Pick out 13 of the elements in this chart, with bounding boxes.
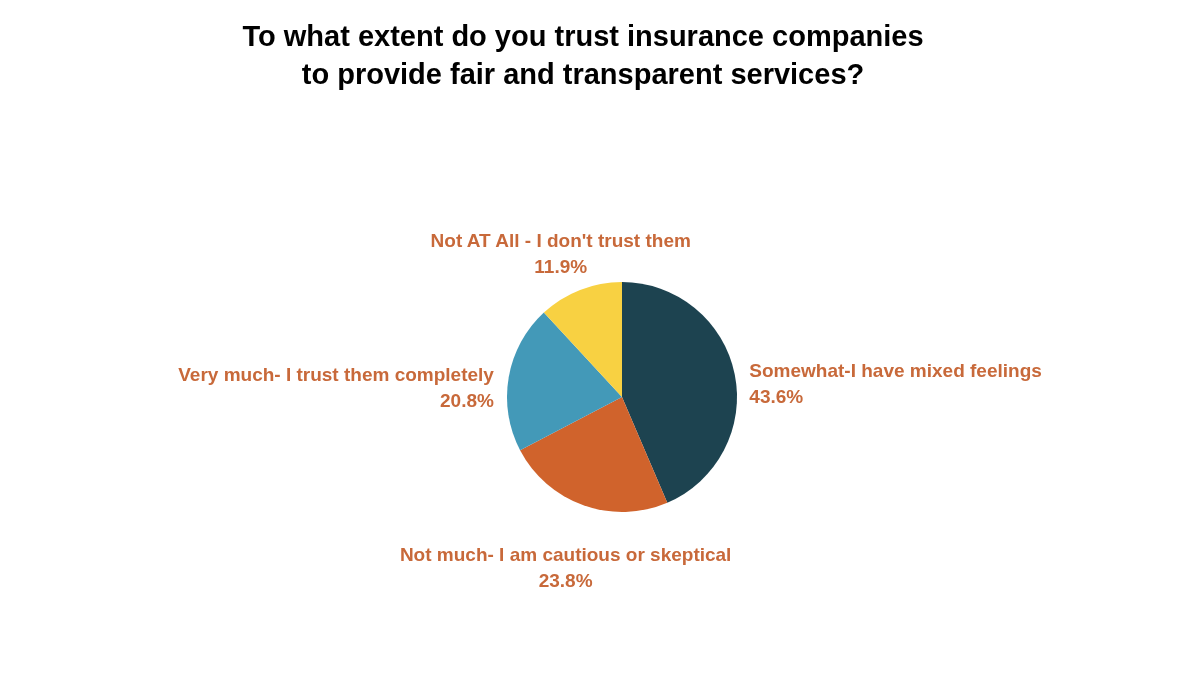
pie-slice (543, 282, 622, 397)
chart-title: To what extent do you trust insurance companies to provide fair and transparent services? (242, 20, 924, 90)
data-label: 23.8% (538, 570, 593, 592)
slice-label: Somewhat-I have mixed feelings (749, 359, 1042, 381)
data-label: 43.6% (749, 385, 804, 407)
slice-label: Not much- I am cautious or skeptical (399, 544, 732, 566)
pie-slice (520, 397, 668, 512)
pie-slice (507, 312, 622, 451)
data-label: 11.9% (534, 255, 588, 277)
slice-label: Not AT All - I don't trust them (430, 229, 691, 251)
data-label: 20.8% (440, 389, 494, 411)
pie-slice (622, 282, 737, 503)
slice-label: Very much- I trust them completely (178, 363, 495, 385)
